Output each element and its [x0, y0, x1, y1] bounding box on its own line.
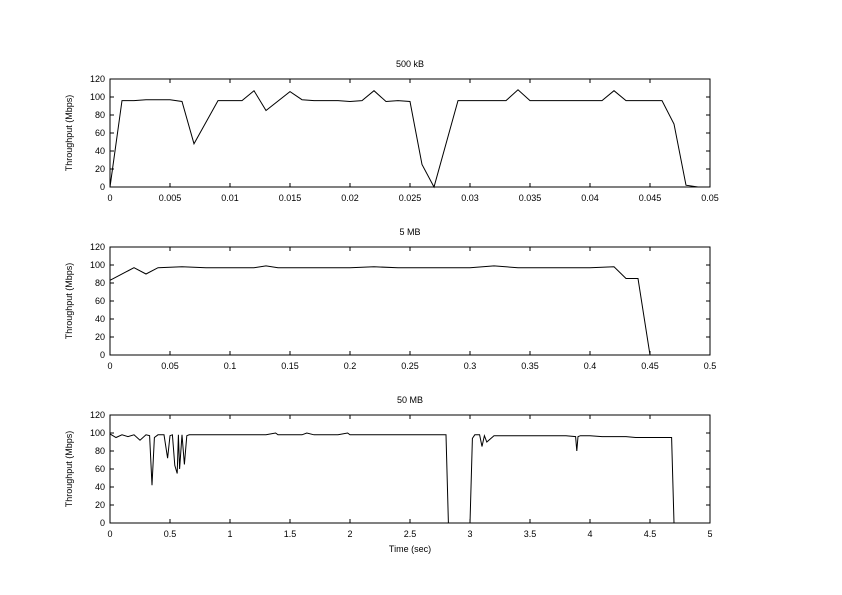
x-tick-label: 0.2 — [344, 361, 357, 371]
chart-title: 500 kB — [396, 59, 424, 69]
x-tick-label: 2.5 — [404, 529, 417, 539]
y-tick-label: 60 — [95, 464, 105, 474]
chart-panel-2: 5 MB 0 20 40 60 80 100 120 0 0.05 0.1 0.15 0.2 0.25 0.… — [64, 227, 716, 371]
y-tick-label: 80 — [95, 446, 105, 456]
series-line — [109, 265, 651, 356]
x-tick-label: 0.015 — [279, 193, 302, 203]
x-tick-label: 0.5 — [704, 361, 717, 371]
y-tick-label: 0 — [100, 350, 105, 360]
y-tick-label: 40 — [95, 146, 105, 156]
y-axis-label: Throughput (Mbps) — [64, 263, 74, 340]
x-tick-label: 0.02 — [341, 193, 359, 203]
x-tick-label: 0.03 — [461, 193, 479, 203]
y-tick-label: 120 — [90, 74, 105, 84]
chart-panel-3: 50 MB 0 20 40 60 80 100 120 0 0.5 1 1.5 2 2.5 3 3.5 4 4.5… — [64, 395, 713, 554]
x-tick-label: 4 — [587, 529, 592, 539]
plot-frame — [109, 414, 711, 524]
x-tick-label: 0.035 — [519, 193, 542, 203]
y-tick-label: 120 — [90, 410, 105, 420]
y-tick-label: 120 — [90, 242, 105, 252]
x-tick-label: 0.45 — [641, 361, 659, 371]
x-tick-label: 0.045 — [639, 193, 662, 203]
series-line — [109, 89, 699, 189]
x-tick-label: 0.35 — [521, 361, 539, 371]
y-axis-label: Throughput (Mbps) — [64, 431, 74, 508]
x-tick-label: 0.15 — [281, 361, 299, 371]
x-tick-label: 0 — [107, 529, 112, 539]
y-tick-label: 100 — [90, 428, 105, 438]
x-tick-label: 0.01 — [221, 193, 239, 203]
y-tick-label: 100 — [90, 92, 105, 102]
y-tick-label: 20 — [95, 164, 105, 174]
chart-panel-1: 500 kB 0 20 40 60 80 100 120 0 0.005 0.01 0.015 0.02… — [64, 59, 719, 203]
x-tick-label: 0.005 — [159, 193, 182, 203]
x-tick-label: 5 — [707, 529, 712, 539]
x-tick-label: 0.1 — [224, 361, 237, 371]
chart-title: 50 MB — [397, 395, 423, 405]
x-tick-label: 0 — [107, 361, 112, 371]
x-tick-label: 0.05 — [701, 193, 719, 203]
y-tick-label: 80 — [95, 110, 105, 120]
x-tick-label: 3 — [467, 529, 472, 539]
y-tick-label: 40 — [95, 314, 105, 324]
x-tick-label: 0 — [107, 193, 112, 203]
y-tick-label: 60 — [95, 296, 105, 306]
y-tick-label: 20 — [95, 500, 105, 510]
y-tick-label: 0 — [100, 182, 105, 192]
y-tick-label: 40 — [95, 482, 105, 492]
x-tick-label: 3.5 — [524, 529, 537, 539]
x-tick-label: 0.05 — [161, 361, 179, 371]
x-tick-label: 0.025 — [399, 193, 422, 203]
x-tick-label: 4.5 — [644, 529, 657, 539]
y-tick-label: 100 — [90, 260, 105, 270]
x-tick-label: 1.5 — [284, 529, 297, 539]
x-tick-label: 0.25 — [401, 361, 419, 371]
y-tick-label: 20 — [95, 332, 105, 342]
x-tick-label: 0.4 — [584, 361, 597, 371]
x-tick-label: 0.3 — [464, 361, 477, 371]
y-tick-label: 80 — [95, 278, 105, 288]
y-axis-label: Throughput (Mbps) — [64, 95, 74, 172]
x-tick-label: 0.04 — [581, 193, 599, 203]
series-line — [109, 432, 675, 524]
x-tick-label: 2 — [347, 529, 352, 539]
x-tick-label: 1 — [227, 529, 232, 539]
x-axis-label: Time (sec) — [389, 544, 431, 554]
y-tick-label: 60 — [95, 128, 105, 138]
x-tick-label: 0.5 — [164, 529, 177, 539]
chart-title: 5 MB — [399, 227, 420, 237]
plot-frame — [109, 246, 711, 356]
y-tick-label: 0 — [100, 518, 105, 528]
